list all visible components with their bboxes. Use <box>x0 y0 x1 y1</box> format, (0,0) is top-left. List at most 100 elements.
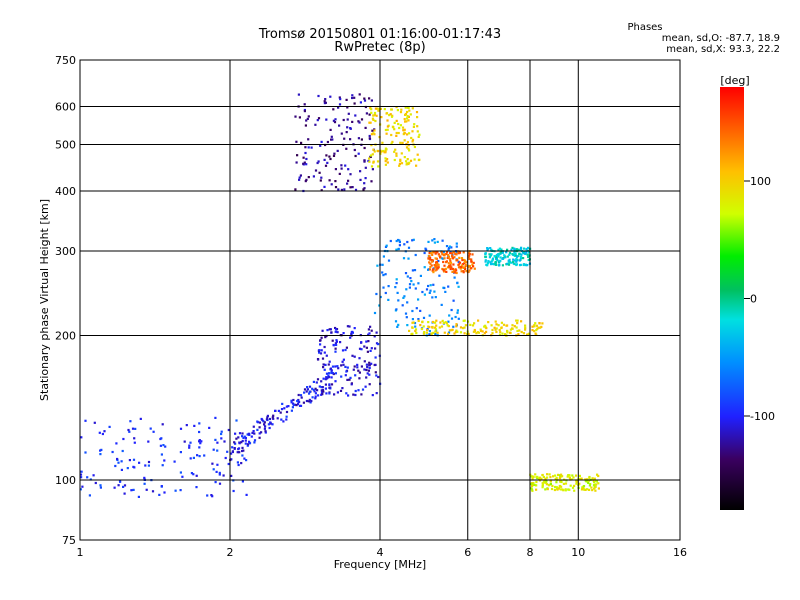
data-point <box>536 327 539 330</box>
data-point <box>406 110 409 114</box>
data-point <box>524 328 527 331</box>
data-point <box>429 262 432 265</box>
data-point <box>323 345 326 349</box>
data-point <box>508 251 512 255</box>
data-point <box>456 330 459 333</box>
data-point <box>323 368 326 371</box>
data-point <box>300 396 303 399</box>
data-point <box>485 327 488 330</box>
data-point <box>430 332 433 335</box>
data-point <box>364 385 367 388</box>
data-point <box>441 239 444 242</box>
data-point <box>321 357 325 360</box>
data-point <box>158 493 161 496</box>
data-point <box>508 260 511 264</box>
data-point <box>443 264 446 267</box>
data-point <box>513 251 516 254</box>
data-point <box>253 439 257 442</box>
data-point <box>561 475 564 478</box>
data-point <box>402 129 405 132</box>
data-point <box>323 185 326 188</box>
data-point <box>413 123 416 126</box>
data-point <box>128 430 131 433</box>
data-point <box>449 259 452 262</box>
data-point <box>237 448 240 451</box>
data-point <box>491 257 495 260</box>
data-point <box>368 364 371 367</box>
data-point <box>369 121 372 124</box>
data-point <box>246 444 249 447</box>
data-point <box>513 262 516 266</box>
data-point <box>455 245 458 248</box>
data-point <box>452 250 455 253</box>
data-point <box>449 250 452 253</box>
data-point <box>353 96 356 99</box>
data-point <box>360 348 363 351</box>
data-point <box>80 436 83 439</box>
data-point <box>272 414 275 417</box>
data-point <box>500 326 503 329</box>
data-point <box>179 489 182 492</box>
data-point <box>483 325 486 328</box>
data-point <box>448 246 451 250</box>
data-point <box>464 260 467 263</box>
data-point <box>506 263 509 266</box>
data-point <box>358 121 361 124</box>
data-point <box>389 113 392 116</box>
data-point <box>342 332 345 335</box>
data-point <box>489 247 492 250</box>
data-point <box>415 164 418 167</box>
data-point <box>573 484 576 487</box>
data-point <box>447 248 450 251</box>
data-point <box>368 97 371 100</box>
data-point <box>351 330 354 333</box>
data-point <box>287 405 290 408</box>
y-tick-label: 400 <box>55 185 76 198</box>
data-point <box>425 248 428 251</box>
data-point <box>330 331 333 334</box>
data-point <box>357 120 360 123</box>
data-point <box>428 268 432 271</box>
data-point <box>116 457 119 461</box>
data-point <box>371 394 374 397</box>
data-point <box>389 239 392 243</box>
data-point <box>185 424 188 427</box>
data-point <box>538 322 541 325</box>
data-point <box>382 286 385 289</box>
data-point <box>256 428 259 431</box>
data-point <box>299 174 302 177</box>
data-point <box>531 329 534 332</box>
data-point <box>302 401 305 404</box>
data-point <box>379 107 382 110</box>
data-point <box>377 150 380 153</box>
data-point <box>243 457 246 460</box>
data-point <box>329 367 332 370</box>
data-point <box>382 255 385 258</box>
data-point <box>504 256 507 259</box>
data-point <box>520 330 523 334</box>
data-point <box>555 476 558 479</box>
data-point <box>272 417 275 420</box>
data-point <box>320 176 323 179</box>
data-point <box>320 391 324 394</box>
data-point <box>531 477 534 480</box>
data-point <box>298 178 301 181</box>
data-point <box>545 480 548 483</box>
data-point <box>524 263 527 266</box>
data-point <box>447 320 450 323</box>
data-point <box>113 486 116 489</box>
data-point <box>435 251 438 254</box>
data-point <box>390 108 393 111</box>
data-point <box>490 253 493 256</box>
data-point <box>561 488 564 491</box>
data-point <box>571 474 574 477</box>
data-point <box>372 148 375 151</box>
data-point <box>434 257 437 260</box>
data-point <box>450 308 453 312</box>
data-point <box>373 129 376 132</box>
data-point <box>412 238 415 241</box>
data-point <box>459 331 463 334</box>
data-point <box>513 325 516 328</box>
data-point <box>396 291 399 294</box>
data-point <box>317 394 320 397</box>
